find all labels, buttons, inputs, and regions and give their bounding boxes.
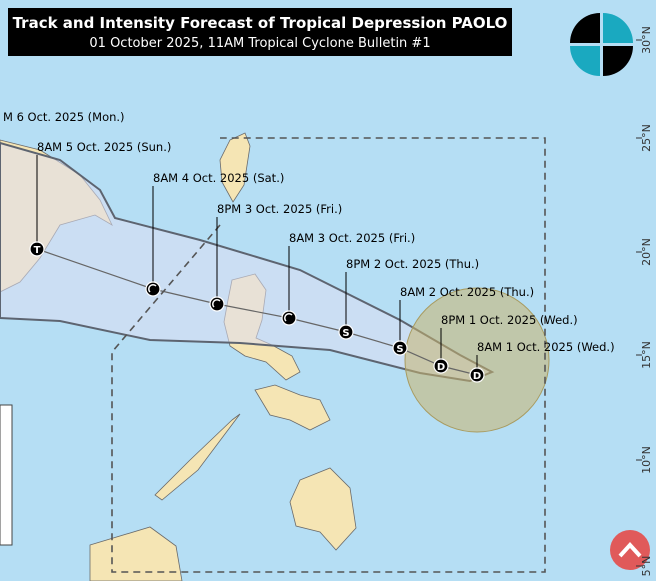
palawan [154,413,241,501]
legend-box [0,404,13,546]
forecast-label: 8AM 3 Oct. 2025 (Fri.) [289,231,415,245]
forecast-label: 8AM 5 Oct. 2025 (Sun.) [37,140,171,154]
latitude-label: 20°N [640,238,653,266]
forecast-label: 8AM 2 Oct. 2025 (Thu.) [400,285,534,299]
forecast-label: 8AM 1 Oct. 2025 (Wed.) [477,340,615,354]
visayas [254,384,331,431]
cyclone-symbol [284,313,293,322]
scroll-top-icon [618,542,642,558]
taiwan [219,132,251,203]
latitude-label: 10°N [640,446,653,474]
forecast-label: 8AM 4 Oct. 2025 (Sat.) [153,171,284,185]
title-box [8,8,512,56]
marker-letter: D [473,371,481,382]
forecast-marker [392,340,408,356]
logo [570,13,633,76]
marker-letter: S [342,328,349,339]
cyclone-symbol [148,284,157,293]
latitude-label: 5°N [640,556,653,577]
forecast-label: 8PM 1 Oct. 2025 (Wed.) [441,313,578,327]
par-boundary [111,137,546,573]
borneo [89,526,183,581]
marker-letter: T [34,245,41,256]
subtitle: 01 October 2025, 11AM Tropical Cyclone B… [89,36,430,51]
forecast-label: 8PM 2 Oct. 2025 (Thu.) [346,257,479,271]
forecast-label: M 6 Oct. 2025 (Mon.) [3,110,125,124]
forecast-marker [338,324,354,340]
latitude-label: 15°N [640,341,653,369]
title: Track and Intensity Forecast of Tropical… [13,14,508,32]
marker-letter: D [437,362,445,373]
cyclone-symbol [212,299,221,308]
latitude-label: 25°N [640,124,653,152]
forecast-label: 8PM 3 Oct. 2025 (Fri.) [217,202,342,216]
latitude-label: 30°N [640,26,653,54]
mindanao [289,467,357,551]
forecast-marker [469,367,485,383]
marker-letter: S [396,344,403,355]
scroll-top-button[interactable] [610,530,650,570]
forecast-marker [29,241,45,257]
forecast-marker [433,358,449,374]
